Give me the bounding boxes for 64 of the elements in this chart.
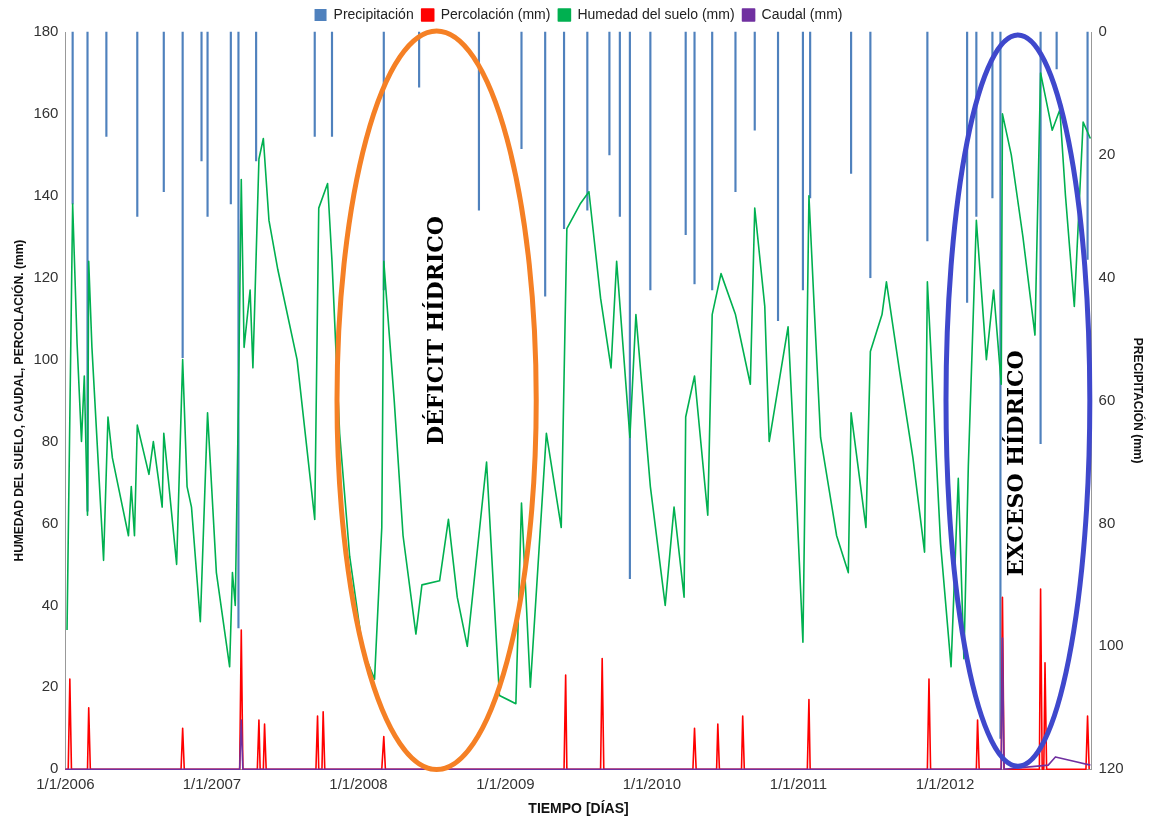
y-tick-label: 160	[33, 104, 59, 122]
bar	[313, 31, 316, 137]
bar	[200, 31, 203, 162]
x-axis-title: TIEMPO [DÍAS]	[528, 800, 629, 817]
bar	[1055, 31, 1058, 70]
bar	[1086, 31, 1089, 260]
y2-tick-label: 0	[1098, 22, 1107, 40]
bar	[608, 31, 611, 156]
bar	[801, 31, 804, 291]
x-tick-label: 1/1/2009	[476, 775, 535, 793]
x-tick-label: 1/1/2010	[622, 775, 682, 793]
bar	[330, 31, 334, 137]
y2-axis-title: PRECIPITACIÓN (mm)	[1131, 337, 1147, 464]
bar	[562, 31, 566, 229]
y-tick-label: 140	[33, 185, 59, 203]
bar	[255, 31, 258, 162]
y2-tick-label: 40	[1098, 267, 1116, 285]
x-tick-label: 1/1/2011	[769, 775, 828, 793]
y-tick-label: 120	[33, 267, 59, 285]
y2-tick-label: 80	[1098, 513, 1116, 531]
bar	[734, 31, 737, 193]
bar	[162, 31, 165, 193]
y-axis-title: HUMEDAD DEL SUELO, CAUDAL, PERCOLACIÓN. (mm)	[10, 239, 26, 562]
annotation: EXCESO HÍDRICO	[1002, 350, 1029, 577]
y-tick-label: 80	[41, 431, 59, 449]
y-tick-label: 60	[41, 513, 59, 531]
bar	[618, 31, 621, 217]
bar	[136, 31, 139, 217]
legend-label: Percolación (mm)	[440, 5, 551, 22]
y2-tick-label: 100	[1098, 636, 1124, 654]
bar	[181, 31, 184, 358]
y-tick-label: 100	[33, 349, 59, 367]
y-tick-label: 40	[41, 595, 59, 613]
bar	[206, 31, 209, 217]
y2-tick-label: 60	[1098, 390, 1116, 408]
bar	[649, 31, 652, 291]
y2-tick-label: 120	[1098, 759, 1124, 777]
y-tick-label: 0	[50, 759, 59, 777]
y-tick-label: 20	[41, 677, 59, 695]
legend-label: Caudal (mm)	[761, 5, 843, 22]
x-tick-label: 1/1/2007	[182, 775, 242, 793]
x-tick-label: 1/1/2006	[36, 775, 95, 793]
bar	[520, 31, 523, 150]
bar	[776, 31, 780, 322]
bar	[684, 31, 687, 236]
bar	[711, 31, 714, 291]
bar	[544, 31, 547, 297]
legend-label: Humedad del suelo (mm)	[577, 5, 735, 22]
bar	[850, 31, 853, 174]
bar	[105, 31, 108, 137]
y2-tick-label: 20	[1098, 145, 1116, 163]
legend-label: Precipitación	[333, 5, 414, 22]
x-tick-label: 1/1/2012	[915, 775, 975, 793]
bar	[753, 31, 756, 131]
bar	[869, 31, 872, 279]
bar	[809, 31, 812, 199]
bar	[586, 31, 589, 211]
x-tick-label: 1/1/2008	[329, 775, 388, 793]
annotation: DÉFICIT HÍDRICO	[421, 216, 448, 446]
bar	[71, 31, 74, 205]
bar	[693, 31, 696, 285]
bar	[926, 31, 929, 242]
y-tick-label: 180	[33, 22, 59, 40]
bar	[229, 31, 232, 205]
